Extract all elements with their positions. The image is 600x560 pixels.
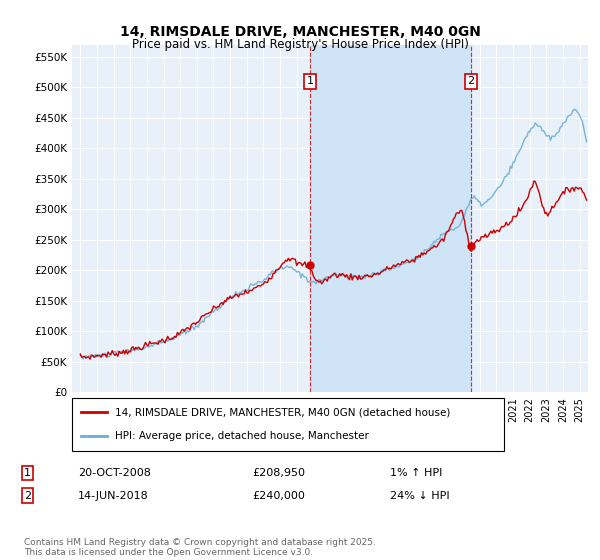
Text: 1% ↑ HPI: 1% ↑ HPI <box>390 468 442 478</box>
Text: £208,950: £208,950 <box>252 468 305 478</box>
Text: 1: 1 <box>307 76 314 86</box>
Text: Price paid vs. HM Land Registry's House Price Index (HPI): Price paid vs. HM Land Registry's House … <box>131 38 469 51</box>
Text: HPI: Average price, detached house, Manchester: HPI: Average price, detached house, Manc… <box>115 431 369 441</box>
Text: 14-JUN-2018: 14-JUN-2018 <box>78 491 149 501</box>
Text: £240,000: £240,000 <box>252 491 305 501</box>
Text: 2: 2 <box>24 491 31 501</box>
Text: 20-OCT-2008: 20-OCT-2008 <box>78 468 151 478</box>
Text: 14, RIMSDALE DRIVE, MANCHESTER, M40 0GN: 14, RIMSDALE DRIVE, MANCHESTER, M40 0GN <box>119 25 481 39</box>
Text: 24% ↓ HPI: 24% ↓ HPI <box>390 491 449 501</box>
Text: Contains HM Land Registry data © Crown copyright and database right 2025.
This d: Contains HM Land Registry data © Crown c… <box>24 538 376 557</box>
FancyBboxPatch shape <box>72 398 504 451</box>
Text: 1: 1 <box>24 468 31 478</box>
Bar <box>310 45 471 392</box>
Text: 2: 2 <box>467 76 475 86</box>
Text: 14, RIMSDALE DRIVE, MANCHESTER, M40 0GN (detached house): 14, RIMSDALE DRIVE, MANCHESTER, M40 0GN … <box>115 408 451 418</box>
